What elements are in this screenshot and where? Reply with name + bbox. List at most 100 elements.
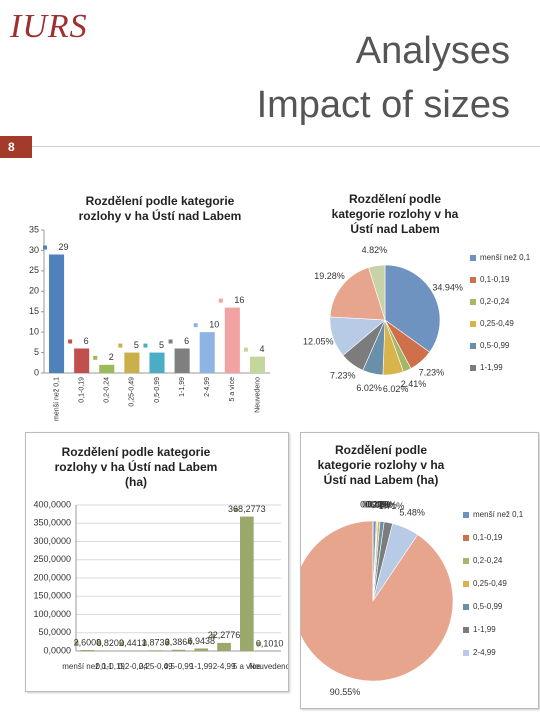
legend-swatch xyxy=(470,321,476,327)
x-tick-label: 1-1,99 xyxy=(179,377,186,397)
x-tick-label: 0,5-0,99 xyxy=(164,662,194,671)
y-tick-label: 150,0000 xyxy=(33,591,71,601)
label-swatch xyxy=(68,339,73,344)
legend-label: 0,1-0,19 xyxy=(473,533,503,542)
data-label: 1.71% xyxy=(379,501,405,511)
data-label: 0.83% xyxy=(371,500,397,510)
data-label: 1,8736 xyxy=(142,638,170,648)
data-label: 0.46% xyxy=(367,500,393,510)
data-label: 2.41% xyxy=(401,379,427,389)
data-label: 0,8202 xyxy=(96,638,124,648)
data-label: 22,2776 xyxy=(208,630,241,640)
legend-swatch xyxy=(463,535,469,541)
pie-slice xyxy=(368,264,386,321)
x-tick-label: Neuvedeno xyxy=(249,662,288,671)
data-label: 12.05% xyxy=(303,337,334,347)
chart-title: Rozdělení podle kategorie rozlohy v ha Ú… xyxy=(317,443,445,487)
x-tick-label: menší než 0,1 xyxy=(53,377,60,421)
bar xyxy=(199,332,215,373)
legend-swatch xyxy=(463,627,469,633)
legend-label: 1-1,99 xyxy=(480,363,503,372)
y-tick-label: 0,0000 xyxy=(43,645,71,655)
legend-label: 0,25-0,49 xyxy=(480,319,514,328)
data-label: 0.02% xyxy=(360,499,386,509)
data-label: 0,1010 xyxy=(256,638,284,648)
data-label: 29 xyxy=(59,242,69,252)
y-tick-label: 400,0000 xyxy=(33,499,71,509)
data-label: 6 xyxy=(84,336,89,346)
data-label: 2 xyxy=(109,352,114,362)
chart-title: Rozdělení podle kategorie rozlohy v ha Ú… xyxy=(54,445,218,489)
bar xyxy=(240,516,254,651)
y-tick-label: 30 xyxy=(29,245,39,255)
y-tick-label: 350,0000 xyxy=(33,518,71,528)
y-tick-label: 50,0000 xyxy=(38,627,71,637)
x-tick-label: 0,1-0,19 xyxy=(95,662,125,671)
data-label: 10 xyxy=(209,320,219,330)
x-tick-label: 5 a více xyxy=(233,662,262,671)
label-swatch xyxy=(188,639,193,644)
bar xyxy=(217,642,231,651)
bar xyxy=(99,364,115,373)
bar xyxy=(49,254,65,373)
data-label: 19.28% xyxy=(314,271,345,281)
bar xyxy=(194,648,209,651)
legend-swatch xyxy=(470,365,476,371)
data-label: 0,4413 xyxy=(119,638,147,648)
y-tick-label: 200,0000 xyxy=(33,572,71,582)
data-label: 0.11% xyxy=(366,500,391,510)
legend-swatch xyxy=(463,650,469,656)
chart-canvas: 0,0000 50,0000 100,0000 150,0000 200,0000 250… xyxy=(33,499,288,671)
label-swatch xyxy=(211,633,216,638)
legend-label: 0,5-0,99 xyxy=(480,341,510,350)
legend-label: 0,2-0,24 xyxy=(473,556,503,565)
label-swatch xyxy=(243,347,248,352)
label-swatch xyxy=(256,641,261,646)
legend-label: 0,2-0,24 xyxy=(480,297,510,306)
data-label: 368,2773 xyxy=(228,504,266,514)
data-label: 6,9438 xyxy=(188,636,216,646)
legend-swatch xyxy=(463,558,469,564)
x-tick-label: 5 a více xyxy=(229,377,236,402)
y-tick-label: 15 xyxy=(29,306,39,316)
bar xyxy=(148,650,163,651)
legend-label: 1-1,99 xyxy=(473,625,496,634)
data-label: 5.48% xyxy=(399,508,425,518)
legend-swatch xyxy=(470,299,476,305)
label-swatch xyxy=(234,507,238,512)
data-label: 7.23% xyxy=(419,367,445,377)
x-tick-label: 2-4,99 xyxy=(213,662,236,671)
x-tick-label: 0,2-0,24 xyxy=(104,377,111,403)
legend-label: 0,25-0,49 xyxy=(473,579,507,588)
data-label: 5 xyxy=(159,340,164,350)
label-swatch xyxy=(74,641,79,646)
legend-label: 0,5-0,99 xyxy=(473,602,503,611)
pie-slice xyxy=(329,267,386,321)
slide-subtitle: Impact of sizes xyxy=(256,84,510,126)
label-swatch xyxy=(193,323,198,328)
y-tick-label: 100,0000 xyxy=(33,609,71,619)
legend-swatch xyxy=(470,277,476,283)
chart-title: Rozdělení podle kategorie rozlohy v ha Ú… xyxy=(78,194,242,223)
x-tick-label: 0,2-0,24 xyxy=(118,662,148,671)
label-swatch xyxy=(97,641,102,646)
slide-number: 8 xyxy=(0,136,32,158)
data-label: 0.64% xyxy=(362,499,388,509)
bar xyxy=(80,650,95,651)
chart: 0 5 10 15 20 25 30 35 29 menší než 0,1 6 0,1-0,19 2 0… xyxy=(20,180,275,425)
x-tick-label: 0,25-0,49 xyxy=(139,662,173,671)
chart-canvas: 0.64%0.20%0.11%0.46%0.83%1.71%5.48% 90.55… xyxy=(301,499,524,697)
y-tick-label: 0 xyxy=(34,367,39,377)
data-label: 5 xyxy=(134,340,139,350)
data-label: 4 xyxy=(259,344,264,354)
label-swatch xyxy=(218,298,223,303)
chart: 34.94% 7.23% 2.41% 6.02% 6.02% 7.23% 12.05% 19.… xyxy=(290,180,538,400)
data-label: 4.82% xyxy=(362,245,388,255)
data-label: 0.20% xyxy=(365,499,391,509)
x-tick-label: 1-1,99 xyxy=(190,662,213,671)
chart: 0.64% 0.20% 0.11% 0.46% 0.83% 1.71% 5.48% 90.55… xyxy=(300,432,539,709)
label-swatch xyxy=(165,640,170,645)
logo: IURS xyxy=(10,8,88,45)
bar xyxy=(174,348,190,373)
bar xyxy=(124,352,140,373)
